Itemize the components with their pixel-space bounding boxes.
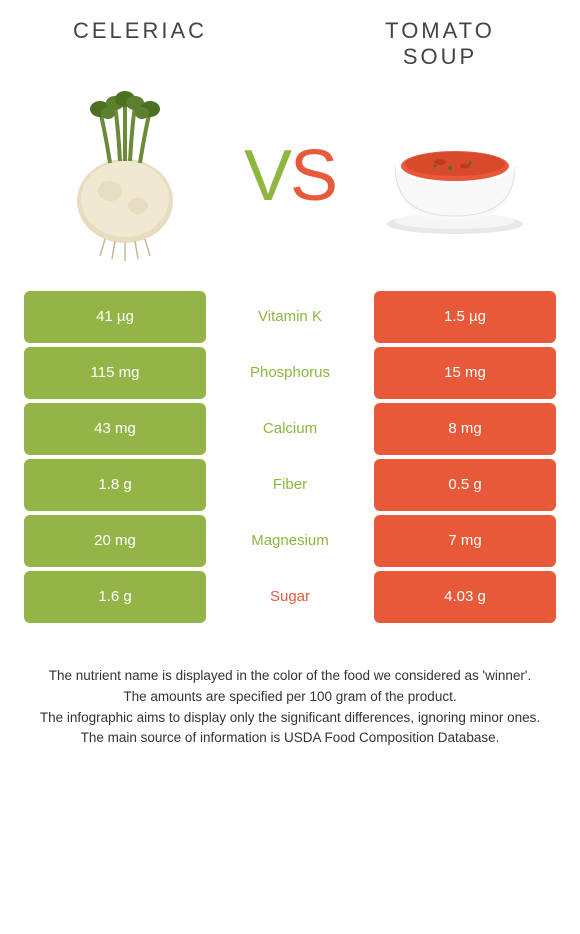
right-title-line1: TOMATO (385, 18, 495, 43)
table-row: 43 mg Calcium 8 mg (24, 403, 556, 455)
left-food-title: CELERIAC (40, 18, 240, 71)
left-value: 20 mg (24, 515, 206, 567)
nutrient-label: Fiber (210, 459, 370, 511)
right-title-line2: SOUP (403, 44, 477, 69)
comparison-table: 41 µg Vitamin K 1.5 µg 115 mg Phosphorus… (0, 291, 580, 623)
nutrient-label: Sugar (210, 571, 370, 623)
footer-line: The infographic aims to display only the… (24, 709, 556, 728)
right-value: 15 mg (374, 347, 556, 399)
right-food-title: TOMATO SOUP (340, 18, 540, 71)
tomato-soup-illustration (370, 91, 540, 261)
celeriac-illustration (40, 91, 210, 261)
left-value: 43 mg (24, 403, 206, 455)
nutrient-label: Phosphorus (210, 347, 370, 399)
left-value: 115 mg (24, 347, 206, 399)
nutrient-label: Vitamin K (210, 291, 370, 343)
table-row: 41 µg Vitamin K 1.5 µg (24, 291, 556, 343)
right-value: 0.5 g (374, 459, 556, 511)
footer-notes: The nutrient name is displayed in the co… (0, 627, 580, 749)
nutrient-label: Magnesium (210, 515, 370, 567)
right-value: 8 mg (374, 403, 556, 455)
vs-v: V (244, 135, 290, 217)
images-row: VS (0, 71, 580, 291)
table-row: 1.6 g Sugar 4.03 g (24, 571, 556, 623)
right-value: 1.5 µg (374, 291, 556, 343)
left-value: 41 µg (24, 291, 206, 343)
left-value: 1.6 g (24, 571, 206, 623)
vs-label: VS (244, 135, 336, 217)
footer-line: The main source of information is USDA F… (24, 729, 556, 748)
table-row: 115 mg Phosphorus 15 mg (24, 347, 556, 399)
footer-line: The amounts are specified per 100 gram o… (24, 688, 556, 707)
right-value: 7 mg (374, 515, 556, 567)
vs-s: S (290, 135, 336, 217)
footer-line: The nutrient name is displayed in the co… (24, 667, 556, 686)
left-value: 1.8 g (24, 459, 206, 511)
table-row: 20 mg Magnesium 7 mg (24, 515, 556, 567)
nutrient-label: Calcium (210, 403, 370, 455)
table-row: 1.8 g Fiber 0.5 g (24, 459, 556, 511)
right-value: 4.03 g (374, 571, 556, 623)
header: CELERIAC TOMATO SOUP (0, 0, 580, 71)
